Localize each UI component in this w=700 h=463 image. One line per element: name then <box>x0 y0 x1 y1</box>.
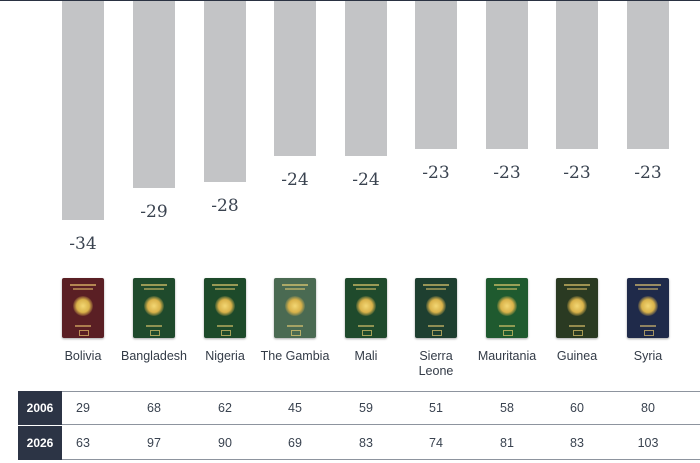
country-label: Nigeria <box>205 349 245 363</box>
bar <box>133 1 175 189</box>
bar <box>627 1 669 150</box>
table-row: 2006 29 68 62 45 59 51 58 60 80 <box>18 391 700 425</box>
bar <box>415 1 457 150</box>
row-divider <box>62 424 700 425</box>
table-cell: 29 <box>76 401 90 415</box>
bar-value-label: -29 <box>140 202 168 223</box>
table-cell: 74 <box>429 436 443 450</box>
bar-value-label: -23 <box>422 163 450 184</box>
table-row: 2026 63 97 90 69 83 74 81 83 103 <box>18 426 700 460</box>
bar-value-label: -23 <box>493 163 521 184</box>
row-year-label: 2006 <box>18 391 62 425</box>
table-cell: 62 <box>218 401 232 415</box>
table-cell: 60 <box>570 401 584 415</box>
bar <box>204 1 246 182</box>
bar-value-label: -24 <box>352 169 380 190</box>
table-cell: 69 <box>288 436 302 450</box>
passport-icon <box>627 278 669 338</box>
country-label: Guinea <box>556 349 598 363</box>
country-label: Bangladesh <box>120 349 188 363</box>
bar-value-label: -24 <box>281 169 309 190</box>
row-year-label: 2026 <box>18 426 62 460</box>
bar <box>345 1 387 156</box>
table-cell: 81 <box>500 436 514 450</box>
passport-icon <box>556 278 598 338</box>
table-cell: 103 <box>637 436 659 450</box>
table-cell: 63 <box>76 436 90 450</box>
table-cell: 97 <box>147 436 161 450</box>
country-label: Syria <box>633 349 663 363</box>
country-label: Mauritania <box>477 349 537 363</box>
passport-icon <box>274 278 316 338</box>
table-cell: 83 <box>570 436 584 450</box>
passport-icon <box>415 278 457 338</box>
passport-icon <box>133 278 175 338</box>
bar <box>556 1 598 150</box>
bar-value-label: -23 <box>563 163 591 184</box>
row-divider <box>62 459 700 460</box>
country-label: Bolivia <box>64 349 102 363</box>
table-cell: 90 <box>218 436 232 450</box>
passport-icon <box>345 278 387 338</box>
passport-icon <box>486 278 528 338</box>
bar-value-label: -28 <box>211 195 239 216</box>
table-cell: 51 <box>429 401 443 415</box>
table-cell: 58 <box>500 401 514 415</box>
country-label: The Gambia <box>260 349 330 363</box>
table-cell: 83 <box>359 436 373 450</box>
table-cell: 59 <box>359 401 373 415</box>
country-label: Mali <box>354 349 378 363</box>
bar-value-label: -23 <box>634 163 662 184</box>
bar <box>62 1 104 221</box>
top-rule <box>0 0 700 1</box>
table-cell: 45 <box>288 401 302 415</box>
passport-icon <box>62 278 104 338</box>
bar-value-label: -34 <box>69 234 97 255</box>
bar <box>274 1 316 156</box>
bar <box>486 1 528 150</box>
row-divider <box>62 391 700 392</box>
passport-icon <box>204 278 246 338</box>
table-cell: 80 <box>641 401 655 415</box>
table-cell: 68 <box>147 401 161 415</box>
country-label: Sierra Leone <box>418 349 454 378</box>
